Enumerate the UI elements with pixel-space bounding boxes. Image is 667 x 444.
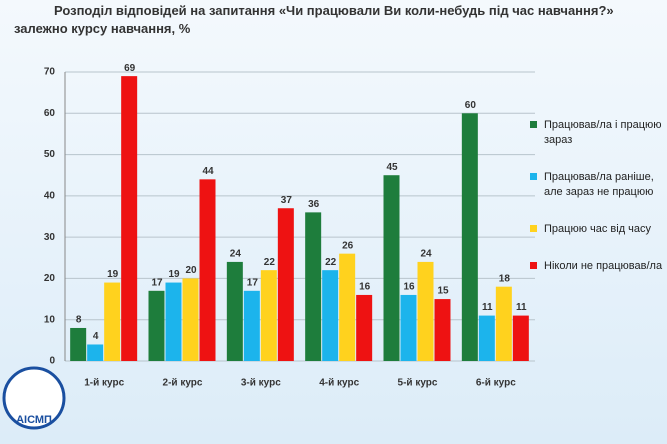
bar bbox=[512, 315, 529, 361]
legend-item: Працював/ла раніше, але зараз не працюю bbox=[530, 170, 664, 200]
bar bbox=[305, 212, 322, 361]
legend-item: Працюю час від часу bbox=[530, 222, 664, 237]
y-tick-label: 60 bbox=[44, 108, 56, 119]
bar bbox=[356, 294, 373, 361]
value-label: 16 bbox=[359, 282, 371, 293]
bar bbox=[165, 282, 182, 361]
value-label: 69 bbox=[124, 63, 136, 74]
bar bbox=[461, 113, 478, 362]
value-label: 37 bbox=[281, 195, 293, 206]
legend-item: Ніколи не працював/ла bbox=[530, 259, 664, 274]
value-label: 36 bbox=[308, 199, 320, 210]
legend-swatch bbox=[530, 225, 537, 232]
value-label: 11 bbox=[516, 302, 527, 313]
value-label: 22 bbox=[264, 257, 276, 268]
value-label: 18 bbox=[499, 273, 511, 284]
bar bbox=[417, 261, 434, 361]
x-tick-label: 2-й курс bbox=[163, 378, 203, 389]
legend-swatch bbox=[530, 173, 537, 180]
legend-item: Працював/ла і працюю зараз bbox=[530, 118, 664, 148]
y-tick-label: 10 bbox=[44, 314, 56, 325]
legend: Працював/ла і працюю зараз Працював/ла ра… bbox=[530, 118, 664, 296]
bar bbox=[70, 327, 87, 361]
value-label: 24 bbox=[230, 249, 242, 260]
value-label: 19 bbox=[107, 269, 119, 280]
bar bbox=[434, 299, 451, 361]
legend-swatch bbox=[530, 121, 537, 128]
value-label: 26 bbox=[342, 240, 354, 251]
value-label: 45 bbox=[386, 162, 398, 173]
value-label: 16 bbox=[403, 282, 415, 293]
logo-text: АІСМП bbox=[16, 414, 52, 426]
y-tick-label: 40 bbox=[44, 190, 56, 201]
bar bbox=[322, 270, 339, 361]
x-tick-label: 1-й курс bbox=[84, 378, 124, 389]
bar bbox=[148, 290, 165, 361]
bar bbox=[121, 76, 138, 361]
x-tick-label: 4-й курс bbox=[319, 378, 359, 389]
value-label: 22 bbox=[325, 257, 337, 268]
bar bbox=[339, 253, 356, 361]
value-label: 15 bbox=[437, 286, 449, 297]
value-label: 44 bbox=[202, 166, 214, 177]
value-label: 17 bbox=[247, 277, 259, 288]
y-tick-label: 30 bbox=[44, 232, 56, 243]
legend-label: Працюю час від часу bbox=[544, 223, 652, 235]
y-tick-label: 0 bbox=[49, 356, 55, 367]
x-tick-label: 6-й курс bbox=[476, 378, 516, 389]
bar bbox=[199, 179, 216, 361]
value-label: 60 bbox=[465, 100, 477, 111]
value-label: 24 bbox=[420, 249, 432, 260]
value-label: 11 bbox=[482, 302, 493, 313]
value-label: 8 bbox=[76, 315, 82, 326]
bar bbox=[400, 294, 417, 361]
y-tick-label: 70 bbox=[44, 67, 56, 78]
value-label: 19 bbox=[168, 269, 180, 280]
logo: АІСМП bbox=[2, 366, 66, 430]
y-tick-label: 50 bbox=[44, 149, 56, 160]
bar bbox=[495, 286, 512, 361]
bar bbox=[104, 282, 121, 361]
bar bbox=[87, 344, 104, 361]
bar bbox=[478, 315, 495, 361]
legend-label: Працював/ла і працюю зараз bbox=[544, 119, 662, 146]
bar bbox=[277, 208, 294, 361]
value-label: 20 bbox=[185, 265, 197, 276]
legend-swatch bbox=[530, 262, 537, 269]
value-label: 4 bbox=[93, 331, 99, 342]
bar bbox=[383, 175, 400, 361]
x-tick-label: 3-й курс bbox=[241, 378, 281, 389]
bar bbox=[182, 278, 199, 361]
bar bbox=[260, 270, 277, 361]
y-tick-label: 20 bbox=[44, 273, 56, 284]
legend-label: Ніколи не працював/ла bbox=[544, 260, 663, 272]
bar bbox=[243, 290, 260, 361]
chart-title: Розподіл відповідей на запитання «Чи пра… bbox=[14, 3, 614, 36]
legend-label: Працював/ла раніше, але зараз не працюю bbox=[544, 171, 654, 198]
logo-circle bbox=[2, 366, 66, 430]
bar bbox=[226, 261, 243, 361]
x-tick-label: 5-й курс bbox=[398, 378, 438, 389]
value-label: 17 bbox=[151, 277, 163, 288]
